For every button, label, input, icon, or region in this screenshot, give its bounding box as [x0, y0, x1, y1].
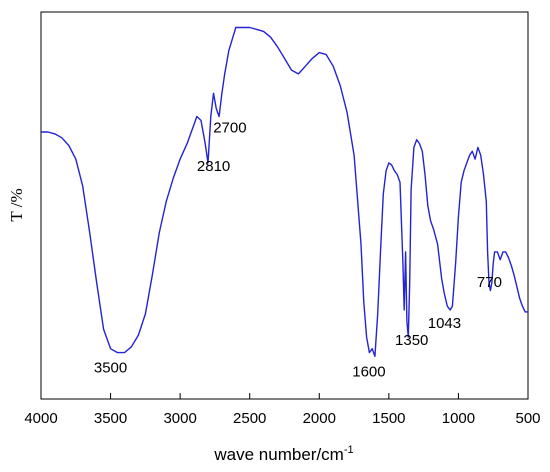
y-axis-title: T /%	[7, 188, 26, 221]
annotation-1600: 1600	[352, 363, 385, 380]
spectrum-line	[41, 26, 528, 358]
annotation-2700: 2700	[213, 119, 246, 136]
x-tick-label-3500: 3500	[94, 410, 127, 427]
x-axis-title: wave number/cm-1	[213, 444, 353, 464]
x-tick-label-500: 500	[515, 410, 540, 427]
x-tick-label-2000: 2000	[303, 410, 336, 427]
annotation-2810: 2810	[197, 158, 230, 175]
x-tick-label-1000: 1000	[442, 410, 475, 427]
x-tick-label-4000: 4000	[24, 410, 57, 427]
plot-frame	[40, 11, 529, 400]
annotation-770: 770	[477, 274, 502, 291]
x-tick-label-2500: 2500	[233, 410, 266, 427]
x-tick-label-1500: 1500	[372, 410, 405, 427]
annotation-1043: 1043	[428, 315, 461, 332]
x-axis-ticks	[40, 393, 529, 399]
x-tick-label-3000: 3000	[163, 410, 196, 427]
annotation-1350: 1350	[395, 332, 428, 349]
x-axis-tick-labels: 4000 3500 3000 2500 2000 1500 1000 500	[24, 410, 540, 427]
annotation-3500: 3500	[94, 360, 127, 377]
